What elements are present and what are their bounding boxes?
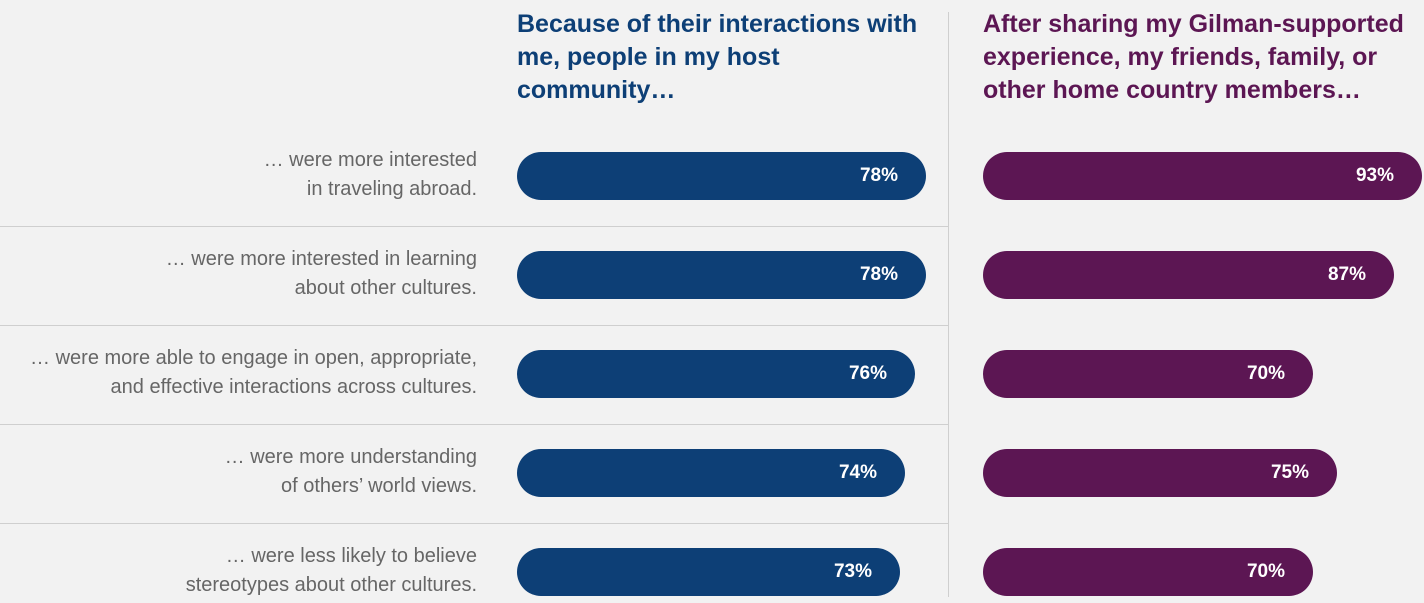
row-label: … were less likely to believe stereotypes… xyxy=(0,542,477,600)
bar-home-country: 87% xyxy=(983,251,1394,299)
row-label-line: of others’ world views. xyxy=(281,475,477,497)
row-label-line: … were more interested xyxy=(263,149,477,171)
column-header-home-country: After sharing my Gilman-supported experi… xyxy=(983,10,1404,104)
row-separator xyxy=(0,325,948,326)
bar-home-country: 70% xyxy=(983,350,1313,398)
bar-value-label: 70% xyxy=(1246,363,1285,384)
row-label-line: … were more interested in learning xyxy=(165,248,477,270)
column-header-host-community: Because of their interactions with me, p… xyxy=(517,10,918,104)
bar-value-label: 76% xyxy=(848,363,887,384)
bar-value-label: 70% xyxy=(1246,561,1285,582)
row-label-line: and effective interactions across cultur… xyxy=(110,376,477,398)
row-separator xyxy=(0,226,948,227)
bar-value-label: 73% xyxy=(833,561,872,582)
bar-home-country: 93% xyxy=(983,152,1422,200)
row-label: … were more interested in learning about … xyxy=(0,245,477,303)
bar-host-community: 76% xyxy=(517,350,915,398)
column-divider xyxy=(948,12,949,597)
row-label-line: in traveling abroad. xyxy=(306,178,477,200)
row-label: … were more able to engage in open, appr… xyxy=(0,344,477,402)
bar-value-label: 87% xyxy=(1327,264,1366,285)
row-label-line: … were more understanding xyxy=(224,446,477,468)
row-separator xyxy=(0,523,948,524)
bar-value-label: 93% xyxy=(1355,165,1394,186)
row-label-line: stereotypes about other cultures. xyxy=(185,574,477,596)
bar-host-community: 78% xyxy=(517,251,926,299)
row-label-line: about other cultures. xyxy=(294,277,477,299)
row-label-line: … were less likely to believe xyxy=(225,545,477,567)
bar-host-community: 78% xyxy=(517,152,926,200)
row-separator xyxy=(0,424,948,425)
bar-host-community: 74% xyxy=(517,449,905,497)
bar-value-label: 78% xyxy=(859,165,898,186)
bar-home-country: 75% xyxy=(983,449,1337,497)
bar-home-country: 70% xyxy=(983,548,1313,596)
bar-host-community: 73% xyxy=(517,548,900,596)
row-label: … were more understanding of others’ worl… xyxy=(0,443,477,501)
bar-value-label: 74% xyxy=(838,462,877,483)
row-label: … were more interested in traveling abroa… xyxy=(0,146,477,204)
bar-value-label: 75% xyxy=(1270,462,1309,483)
row-label-line: … were more able to engage in open, appr… xyxy=(30,347,477,369)
bar-value-label: 78% xyxy=(859,264,898,285)
